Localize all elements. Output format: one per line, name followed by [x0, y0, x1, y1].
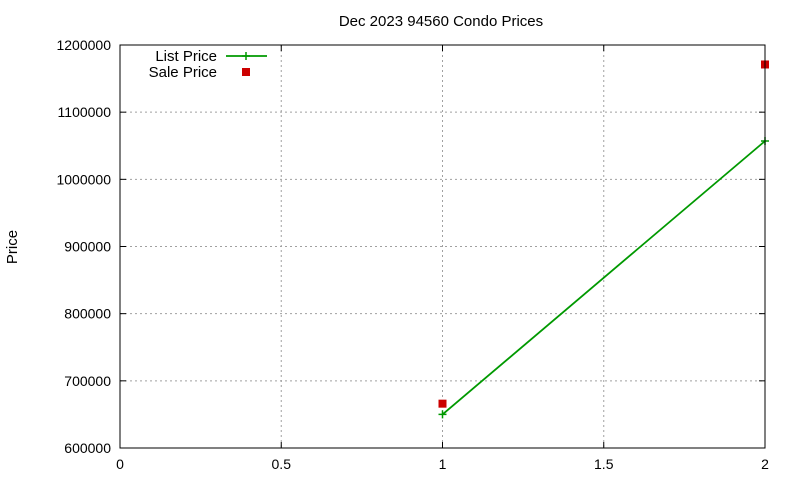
grid: [120, 45, 765, 448]
x-tick-label: 1.5: [594, 456, 614, 472]
x-tick-label: 0.5: [272, 456, 292, 472]
list-price-line: [441, 140, 766, 416]
legend-marker: [242, 68, 250, 76]
y-tick-label: 900000: [64, 239, 111, 255]
y-tick-label: 1100000: [58, 104, 112, 120]
plot-frame: [119, 44, 766, 449]
x-tick-label: 0: [116, 456, 124, 472]
x-tick-label: 1: [439, 456, 447, 472]
legend-label: List Price: [155, 48, 217, 65]
y-tick-label: 800000: [64, 306, 111, 322]
y-tick-label: 1200000: [56, 37, 111, 53]
y-tick-label: 600000: [64, 440, 111, 456]
sale-price-point: [438, 399, 447, 408]
y-axis: 600000 700000 800000 900000 1000000 1100000 12…: [56, 37, 765, 456]
chart-title: Dec 2023 94560 Condo Prices: [339, 13, 543, 30]
list-price-point: [438, 410, 447, 419]
legend-marker: [242, 52, 250, 60]
y-tick-label: 700000: [64, 373, 111, 389]
x-axis: 0 0.5 1 1.5 2: [116, 45, 769, 472]
x-tick-label: 2: [761, 456, 769, 472]
y-axis-title: Price: [4, 230, 21, 264]
y-tick-label: 1000000: [56, 171, 111, 187]
legend-label: Sale Price: [149, 64, 217, 81]
plot-area: [438, 60, 769, 419]
